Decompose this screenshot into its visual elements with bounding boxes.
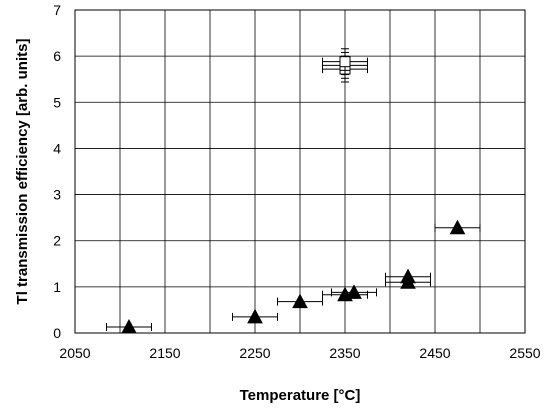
square-point [339, 56, 351, 68]
x-tick-label: 2350 [329, 345, 360, 361]
data-marks [106, 48, 481, 334]
x-tick-label: 2050 [59, 345, 90, 361]
triangle-point [449, 219, 466, 235]
triangle-point [121, 318, 137, 334]
y-tick-label: 5 [53, 94, 61, 110]
y-tick-label: 4 [53, 140, 61, 156]
x-tick-label: 2150 [149, 345, 180, 361]
y-axis-label: Tl transmission efficiency [arb. units] [14, 39, 31, 305]
y-tick-label: 1 [53, 279, 61, 295]
triangle-point [400, 268, 416, 284]
y-tick-label: 3 [53, 187, 61, 203]
triangle-point [292, 293, 308, 309]
y-tick-label: 7 [53, 2, 61, 18]
y-tick-label: 6 [53, 48, 61, 64]
tick-labels: 2050 2150 2250 2350 2450 2550 0 1 2 3 4 5 6 7 [53, 2, 541, 361]
x-axis-label: Temperature [°C] [240, 387, 361, 404]
grid [75, 10, 525, 333]
triangle-point [346, 284, 362, 299]
y-tick-label: 0 [53, 325, 61, 341]
plot-area-frame [74, 9, 526, 334]
triangle-point [247, 308, 263, 324]
x-tick-label: 2450 [419, 345, 450, 361]
x-tick-label: 2550 [509, 345, 540, 361]
x-tick-label: 2250 [239, 345, 270, 361]
y-tick-label: 2 [53, 233, 61, 249]
